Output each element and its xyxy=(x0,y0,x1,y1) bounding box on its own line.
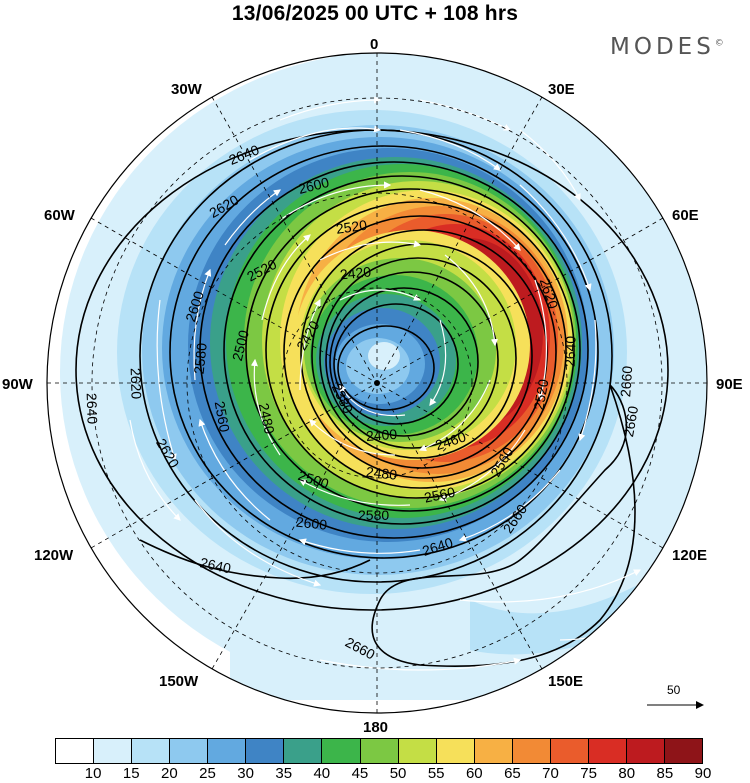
contour-label: 2520 xyxy=(335,217,368,237)
colorbar-swatch xyxy=(626,739,665,763)
contour-label: 2420 xyxy=(339,263,372,282)
contour-label: 2580 xyxy=(191,342,210,375)
colorbar-swatch xyxy=(322,739,361,763)
vector-reference-value: 50 xyxy=(667,683,681,697)
colorbar-swatch xyxy=(56,739,95,763)
colorbar-swatch xyxy=(170,739,209,763)
map-title: 13/06/2025 00 UTC + 108 hrs xyxy=(231,2,519,25)
colorbar-swatch xyxy=(284,739,323,763)
colorbar-label: 80 xyxy=(618,765,636,782)
contour-label: 2640 xyxy=(562,335,579,367)
polar-map: 2640 2620 2600 2520 2520 2420 2420 2600 … xyxy=(2,36,743,736)
colorbar-label: 85 xyxy=(656,765,674,782)
contour-label: 2640 xyxy=(199,554,233,576)
colorbar-label: 55 xyxy=(427,765,445,782)
wind-vectors xyxy=(129,96,681,671)
contour-label: 2620 xyxy=(128,368,145,400)
contour-label: 2560 xyxy=(212,400,233,434)
contour-label: 2520 xyxy=(530,378,551,412)
brand-mark: © xyxy=(714,38,724,49)
lon-label-180: 180 xyxy=(363,719,388,736)
lon-label-90w: 90W xyxy=(2,376,34,393)
colorbar-label: 75 xyxy=(580,765,597,782)
contour-label: 2560 xyxy=(423,484,457,506)
colorbar-swatch xyxy=(246,739,285,763)
colorbar-labels: 10 15 20 25 30 35 40 45 50 55 60 65 70 75 80 85 90 xyxy=(55,765,712,783)
lon-label-120e: 120E xyxy=(672,547,707,564)
contour-label: 2480 xyxy=(256,402,278,436)
brand-name: MODES xyxy=(610,34,715,60)
colorbar-swatch xyxy=(474,739,513,763)
contour-label: 2660 xyxy=(617,365,635,397)
colorbar-label: 40 xyxy=(313,765,331,782)
lon-label-60w: 60W xyxy=(44,207,76,224)
colorbar-swatch xyxy=(94,739,133,763)
colorbar-swatch xyxy=(588,739,627,763)
colorbar-label: 90 xyxy=(694,765,712,782)
colorbar-swatch xyxy=(398,739,437,763)
colorbar-swatch xyxy=(665,739,703,763)
contour-label: 2400 xyxy=(365,426,397,444)
colorbar-label: 15 xyxy=(122,765,140,782)
colorbar-label: 70 xyxy=(542,765,559,782)
lon-label-90e: 90E xyxy=(716,376,743,393)
colorbar-swatch xyxy=(208,739,247,763)
lon-label-0: 0 xyxy=(370,36,378,53)
colorbar-label: 30 xyxy=(237,765,254,782)
brand-logo: MODES© xyxy=(610,34,724,60)
colorbar-label: 65 xyxy=(504,765,521,782)
lon-label-30w: 30W xyxy=(171,81,203,98)
contour-label: 2580 xyxy=(358,507,389,523)
colorbar-swatch xyxy=(436,739,475,763)
colorbar-label: 35 xyxy=(275,765,293,782)
colorbar xyxy=(55,738,703,764)
lon-label-150w: 150W xyxy=(159,673,199,690)
colorbar-label: 10 xyxy=(84,765,102,782)
colorbar-label: 50 xyxy=(389,765,407,782)
lon-label-60e: 60E xyxy=(672,207,699,224)
colorbar-label: 60 xyxy=(465,765,483,782)
colorbar-swatch xyxy=(512,739,551,763)
colorbar-label: 20 xyxy=(161,765,178,782)
map-boundary xyxy=(46,52,708,714)
lon-label-30e: 30E xyxy=(548,81,575,98)
contour-label: 2500 xyxy=(229,328,252,362)
colorbar-swatch xyxy=(132,739,171,763)
contour-label: 2600 xyxy=(297,174,331,197)
longitude-labels: 0 30E 60E 90E 120E 150E 180 150W 120W 90… xyxy=(2,36,743,736)
contour-label: 2600 xyxy=(295,514,328,533)
lon-label-150e: 150E xyxy=(548,673,583,690)
colorbar-swatch xyxy=(360,739,399,763)
colorbar-swatch xyxy=(550,739,589,763)
contour-label: 2480 xyxy=(365,464,398,483)
lon-label-120w: 120W xyxy=(34,547,74,564)
contour-label: 2640 xyxy=(84,393,101,425)
pole-marker xyxy=(374,380,380,386)
contour-label: 2660 xyxy=(620,405,641,439)
colorbar-label: 25 xyxy=(199,765,216,782)
vector-reference: 50 xyxy=(647,683,704,709)
colorbar-label: 45 xyxy=(351,765,369,782)
